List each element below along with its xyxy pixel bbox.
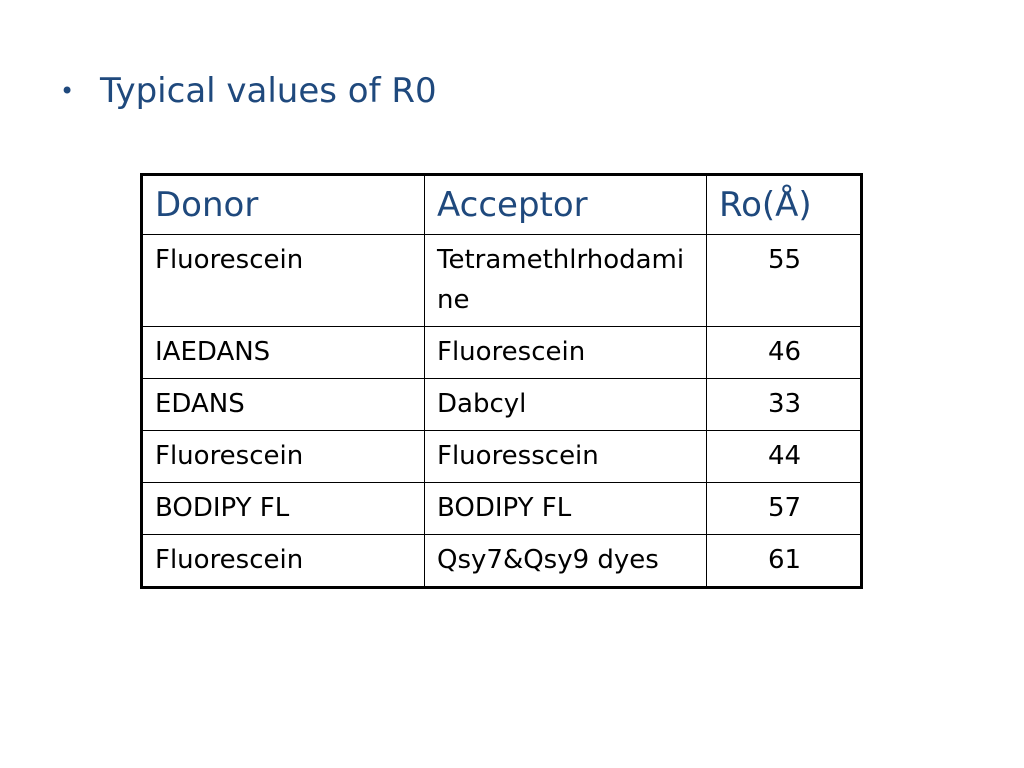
acceptor-cell: Fluoresscein: [424, 430, 707, 483]
donor-cell: Fluorescein: [141, 234, 425, 327]
table-row: EDANS Dabcyl 33: [141, 378, 862, 431]
ro-value-cell: 44: [706, 430, 862, 483]
column-header-ro: Ro(Å): [706, 174, 862, 235]
donor-cell: Fluorescein: [141, 430, 425, 483]
acceptor-cell: Dabcyl: [424, 378, 707, 431]
table-row: Fluorescein Fluoresscein 44: [141, 430, 862, 483]
table-header-row: Donor Acceptor Ro(Å): [141, 174, 862, 235]
donor-cell: IAEDANS: [141, 326, 425, 379]
slide-title-line: • Typical values of R0: [60, 68, 437, 114]
table-row: Fluorescein Tetramethlrhodamine 55: [141, 234, 862, 327]
acceptor-cell: BODIPY FL: [424, 482, 707, 535]
ro-value-cell: 55: [706, 234, 862, 327]
acceptor-cell: Fluorescein: [424, 326, 707, 379]
ro-value-cell: 33: [706, 378, 862, 431]
ro-value-cell: 57: [706, 482, 862, 535]
acceptor-cell: Tetramethlrhodamine: [424, 234, 707, 327]
table-row: IAEDANS Fluorescein 46: [141, 326, 862, 379]
fret-values-table: Donor Acceptor Ro(Å) Fluorescein Tetrame…: [140, 173, 863, 589]
donor-cell: BODIPY FL: [141, 482, 425, 535]
ro-value-cell: 61: [706, 534, 862, 588]
donor-cell: Fluorescein: [141, 534, 425, 588]
slide-title: Typical values of R0: [100, 71, 437, 111]
acceptor-cell: Qsy7&Qsy9 dyes: [424, 534, 707, 588]
donor-cell: EDANS: [141, 378, 425, 431]
column-header-acceptor: Acceptor: [424, 174, 707, 235]
table-row: Fluorescein Qsy7&Qsy9 dyes 61: [141, 534, 862, 588]
column-header-donor: Donor: [141, 174, 425, 235]
bullet-point: •: [60, 77, 75, 105]
ro-value-cell: 46: [706, 326, 862, 379]
table-row: BODIPY FL BODIPY FL 57: [141, 482, 862, 535]
